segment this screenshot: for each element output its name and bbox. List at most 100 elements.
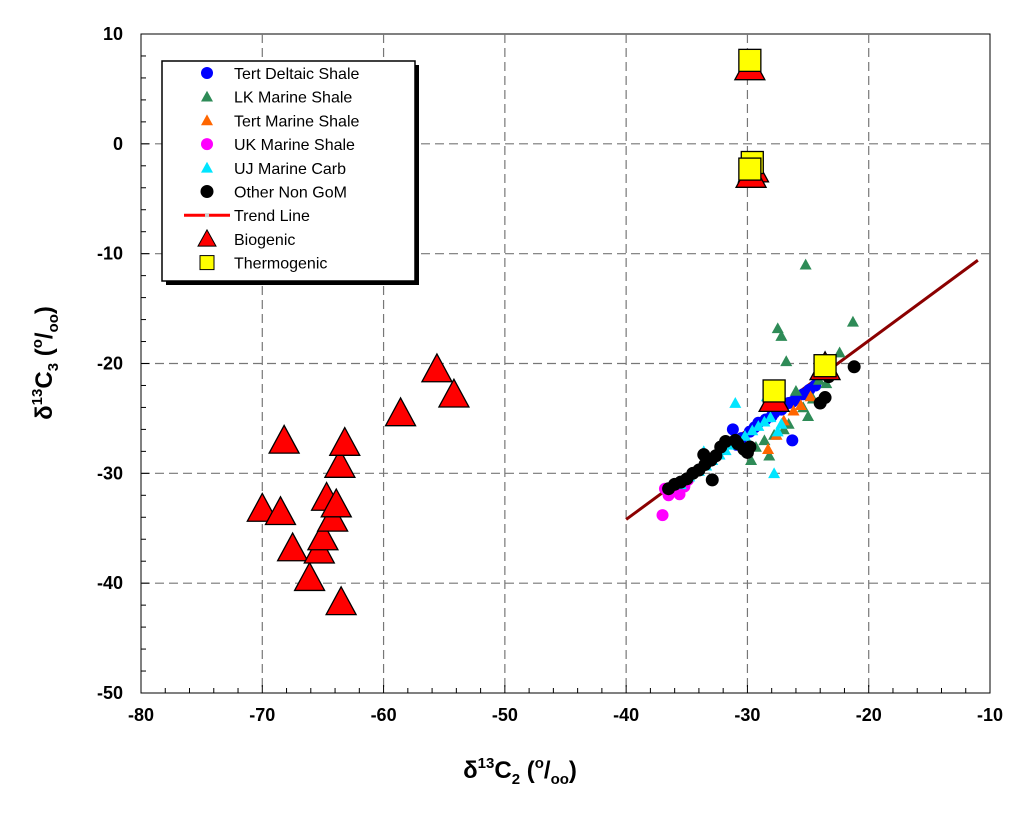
data-point	[758, 415, 771, 427]
data-point	[775, 417, 788, 429]
data-point	[787, 404, 800, 416]
data-point	[794, 399, 807, 411]
legend-item: UJ Marine Carb	[201, 161, 346, 178]
x-tick-label: -50	[492, 705, 518, 725]
data-point	[813, 354, 837, 378]
x-tick-label: -20	[856, 705, 882, 725]
legend-marker	[200, 185, 214, 198]
legend-label: LK Marine Shale	[234, 90, 352, 107]
x-axis-title: δ13C2 (o/oo)	[463, 755, 577, 788]
data-point	[320, 487, 353, 518]
data-point	[268, 424, 301, 454]
y-tick-label: -30	[97, 463, 123, 483]
data-point	[323, 448, 356, 478]
data-point	[764, 411, 777, 423]
legend-label: Tert Marine Shale	[234, 113, 359, 130]
legend-marker	[201, 90, 213, 102]
data-point	[745, 454, 758, 465]
data-point	[762, 379, 786, 403]
data-point	[780, 355, 793, 367]
data-point	[763, 449, 776, 461]
data-point	[771, 425, 784, 437]
legend-item: LK Marine Shale	[201, 90, 352, 107]
legend-marker	[199, 255, 215, 271]
legend-label: UK Marine Shale	[234, 137, 355, 154]
data-point	[738, 48, 762, 73]
legend-item: Thermogenic	[199, 255, 327, 273]
y-tick-label: -20	[97, 354, 123, 374]
series-thermogenic	[738, 48, 837, 403]
legend-item: UK Marine Shale	[201, 137, 355, 154]
y-tick-labels: -50 -40 -30 -20 -10 0 10	[97, 24, 123, 703]
legend-marker	[201, 161, 213, 173]
data-point	[739, 429, 752, 441]
data-point	[293, 561, 326, 592]
data-point	[846, 315, 859, 327]
data-point	[276, 531, 309, 562]
y-tick-label: -40	[97, 573, 123, 593]
legend-items: Tert Deltaic Shale LK Marine Shale Tert Ma…	[184, 66, 359, 273]
data-point	[758, 434, 771, 446]
legend-marker	[201, 138, 213, 151]
data-point	[752, 420, 765, 431]
data-point	[729, 397, 742, 408]
data-point	[306, 520, 340, 551]
data-point	[771, 322, 784, 334]
data-point	[264, 495, 297, 526]
legend-item: Other Non GoM	[200, 185, 347, 202]
data-points	[246, 48, 861, 616]
legend-label: Tert Deltaic Shale	[234, 66, 359, 83]
legend-marker-dot	[205, 213, 209, 218]
data-point	[656, 509, 669, 522]
data-point	[786, 395, 799, 408]
data-point	[847, 360, 861, 374]
data-point	[328, 426, 361, 456]
x-tick-labels: -80 -70 -60 -50 -40 -30 -20 -10	[128, 705, 1003, 725]
legend-label: Other Non GoM	[234, 185, 347, 202]
data-point	[743, 440, 757, 454]
legend-item: Biogenic	[197, 228, 295, 249]
data-point	[705, 473, 719, 487]
minor-ticks	[140, 33, 991, 694]
legend-marker	[201, 67, 213, 79]
data-point	[799, 258, 812, 270]
legend-marker	[201, 114, 213, 126]
data-point	[246, 492, 279, 522]
x-tick-label: -70	[249, 705, 275, 725]
data-point	[726, 423, 739, 436]
y-tick-label: -50	[97, 683, 123, 703]
data-point	[789, 384, 802, 396]
data-point	[804, 390, 817, 402]
legend-item: Tert Marine Shale	[201, 113, 359, 130]
x-tick-label: -10	[977, 705, 1003, 725]
data-point	[768, 467, 781, 479]
legend-label: UJ Marine Carb	[234, 161, 346, 178]
data-point	[802, 410, 815, 422]
legend-marker	[197, 228, 217, 247]
legend-item: Trend Line	[184, 208, 310, 225]
legend-label: Biogenic	[234, 232, 295, 249]
data-point	[420, 352, 454, 383]
x-tick-label: -30	[734, 705, 760, 725]
x-tick-label: -60	[371, 705, 397, 725]
y-tick-label: -10	[97, 244, 123, 264]
data-point	[738, 157, 762, 181]
x-tick-label: -40	[613, 705, 639, 725]
legend-label: Thermogenic	[234, 256, 327, 273]
x-tick-label: -80	[128, 705, 154, 725]
data-point	[813, 396, 827, 410]
y-tick-label: 0	[113, 134, 123, 154]
y-axis-title: δ13C3 (o/oo)	[29, 306, 62, 420]
data-point	[775, 330, 788, 341]
data-point	[325, 585, 358, 616]
data-point	[762, 443, 775, 454]
y-tick-label: 10	[103, 24, 123, 44]
data-point	[697, 448, 711, 462]
legend-label: Trend Line	[234, 208, 310, 225]
legend-item: Tert Deltaic Shale	[201, 66, 359, 83]
data-point	[384, 396, 417, 427]
data-point	[437, 377, 471, 408]
data-point	[746, 424, 759, 436]
data-point	[786, 434, 799, 447]
